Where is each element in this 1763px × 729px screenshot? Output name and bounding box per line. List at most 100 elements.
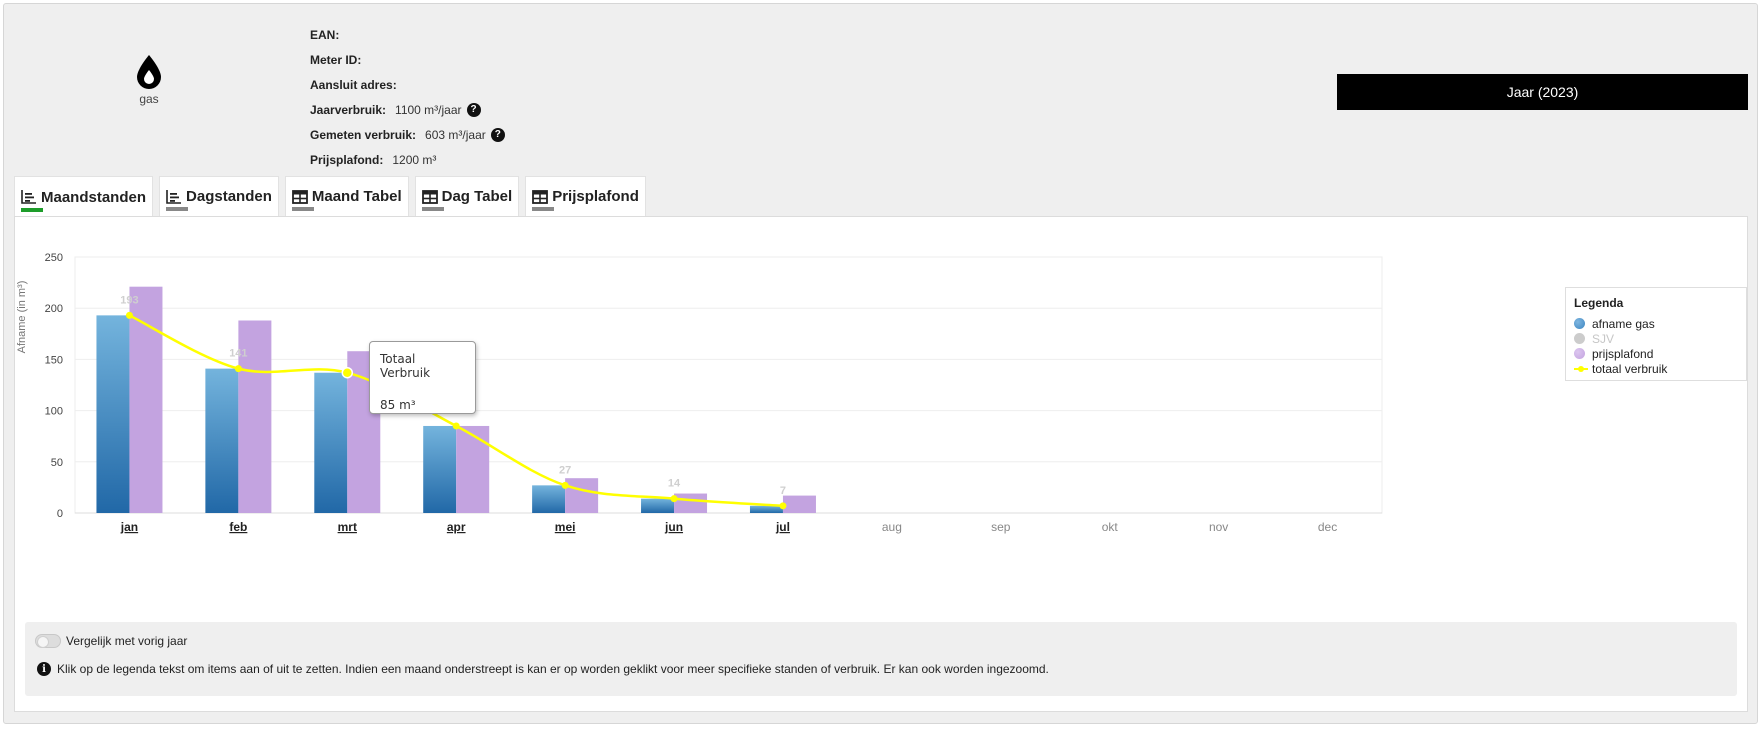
chart-legend: Legenda afname gas SJV prijsplafond totaal … xyxy=(1565,287,1747,381)
tooltip-value: 85 m³ xyxy=(380,398,416,412)
meter-field-row: Jaarverbruik: 1100 m³/jaar? xyxy=(310,97,505,122)
point-totaal-verbruik-mrt[interactable] xyxy=(341,366,354,379)
meter-field-value: 603 m³/jaar xyxy=(425,127,486,142)
tab-maandstanden[interactable]: Maandstanden xyxy=(14,176,154,217)
tab-label: Maand Tabel xyxy=(311,188,402,205)
meter-type-label: gas xyxy=(139,92,159,106)
x-tick-label-jan[interactable]: jan xyxy=(120,520,138,534)
legend-item[interactable]: totaal verbruik xyxy=(1574,361,1738,376)
table-icon xyxy=(291,189,312,204)
info-icon: i xyxy=(37,662,51,676)
bar-prijsplafond-jul[interactable] xyxy=(782,495,816,513)
bar-afname-gas-apr[interactable] xyxy=(423,425,457,513)
x-tick-label-apr[interactable]: apr xyxy=(447,520,466,534)
table-icon xyxy=(532,189,552,204)
meter-details: EAN: Meter ID: Aansluit adres: Jaarverbruik… xyxy=(310,22,505,172)
bar-chart-icon xyxy=(166,189,186,204)
compare-label: Vergelijk met vorig jaar xyxy=(66,634,188,648)
legend-item[interactable]: SJV xyxy=(1574,331,1738,346)
table-icon xyxy=(421,189,442,204)
x-tick-label-mrt[interactable]: mrt xyxy=(338,520,357,534)
x-tick-label-jun[interactable]: jun xyxy=(664,520,683,534)
chart-panel: 0 50 100 150 200 250 Afname (in m³) jan feb mrt ap… xyxy=(14,216,1748,712)
point-totaal-verbruik-jul[interactable] xyxy=(779,502,787,510)
bar-afname-gas-feb[interactable] xyxy=(205,368,239,513)
bar-prijsplafond-apr[interactable] xyxy=(456,425,490,513)
legend-title: Legenda xyxy=(1574,296,1624,310)
chart-tooltip: Totaal Verbruik 85 m³ xyxy=(369,341,476,414)
tab-label: Prijsplafond xyxy=(552,188,639,205)
point-totaal-verbruik-mei[interactable] xyxy=(561,481,569,489)
x-tick-label-dec: dec xyxy=(1318,520,1337,534)
legend-item[interactable]: afname gas xyxy=(1574,316,1738,331)
meter-field-row: EAN: xyxy=(310,22,505,47)
legend-label: SJV xyxy=(1592,331,1615,346)
data-label-jun: 14 xyxy=(668,478,681,490)
view-tabs: Maandstanden Dagstanden Maand Tabel Dag Tab… xyxy=(14,176,652,217)
legend-swatch xyxy=(1574,348,1585,359)
tab-maand-tabel[interactable]: Maand Tabel xyxy=(284,176,409,216)
tab-dagstanden[interactable]: Dagstanden xyxy=(159,176,279,216)
x-tick-label-sep: sep xyxy=(991,520,1011,534)
y-tick-label: 200 xyxy=(45,303,63,315)
y-axis-label: Afname (in m³) xyxy=(16,281,28,354)
meter-field-row: Prijsplafond: 1200 m³ xyxy=(310,147,505,172)
hint-row: i Klik op de legenda tekst om items aan … xyxy=(37,662,1049,676)
x-tick-label-okt: okt xyxy=(1102,520,1119,534)
meter-field-value: 1200 m³ xyxy=(392,152,437,167)
tab-label: Dag Tabel xyxy=(441,188,513,205)
legend-swatch xyxy=(1574,363,1588,374)
y-tick-label: 150 xyxy=(45,354,63,366)
legend-label: afname gas xyxy=(1592,316,1655,331)
compare-toggle[interactable] xyxy=(35,634,61,648)
x-tick-label-mei[interactable]: mei xyxy=(555,520,576,534)
bar-afname-gas-jun[interactable] xyxy=(641,498,675,513)
tab-label: Maandstanden xyxy=(41,188,147,206)
meter-field-row: Gemeten verbruik: 603 m³/jaar? xyxy=(310,122,505,147)
x-tick-label-aug: aug xyxy=(882,520,902,534)
help-icon[interactable]: ? xyxy=(490,127,505,142)
x-tick-label-jul[interactable]: jul xyxy=(775,520,790,534)
bar-chart-icon xyxy=(21,190,41,204)
consumption-chart[interactable]: 0 50 100 150 200 250 Afname (in m³) jan feb mrt ap… xyxy=(15,217,1749,617)
bar-afname-gas-jan[interactable] xyxy=(96,315,130,513)
data-label-feb: 141 xyxy=(229,348,247,360)
x-tick-label-feb[interactable]: feb xyxy=(229,520,247,534)
meter-field-key: Jaarverbruik: xyxy=(310,102,387,117)
bar-prijsplafond-mei[interactable] xyxy=(565,478,599,513)
help-icon[interactable]: ? xyxy=(466,102,481,117)
bar-prijsplafond-jan[interactable] xyxy=(129,286,163,513)
point-totaal-verbruik-apr[interactable] xyxy=(452,422,460,430)
legend-swatch xyxy=(1574,318,1585,329)
tab-dag-tabel[interactable]: Dag Tabel xyxy=(414,176,520,216)
legend-label: totaal verbruik xyxy=(1592,361,1668,376)
bar-afname-gas-mrt[interactable] xyxy=(314,372,348,513)
bar-afname-gas-mei[interactable] xyxy=(532,485,566,513)
legend-item[interactable]: prijsplafond xyxy=(1574,346,1738,361)
tab-prijsplafond[interactable]: Prijsplafond xyxy=(525,176,646,216)
year-select-button[interactable]: Jaar (2023) xyxy=(1337,74,1748,110)
bar-prijsplafond-feb[interactable] xyxy=(238,320,272,513)
bar-afname-gas-jul[interactable] xyxy=(749,505,783,513)
tab-indicator xyxy=(21,208,43,212)
data-label-jan: 193 xyxy=(120,294,138,306)
meter-field-key: Prijsplafond: xyxy=(310,152,384,167)
compare-row: Vergelijk met vorig jaar xyxy=(35,634,187,648)
meter-field-row: Aansluit adres: xyxy=(310,72,505,97)
tab-indicator xyxy=(291,207,314,211)
meter-field-key: EAN: xyxy=(310,27,340,42)
meter-field-row: Meter ID: xyxy=(310,47,505,72)
bar-prijsplafond-jun[interactable] xyxy=(674,493,708,513)
legend-swatch xyxy=(1574,333,1585,344)
tab-indicator xyxy=(532,207,555,211)
meter-field-key: Gemeten verbruik: xyxy=(310,127,417,142)
tab-indicator xyxy=(421,207,444,211)
point-totaal-verbruik-jun[interactable] xyxy=(670,495,678,503)
point-totaal-verbruik-feb[interactable] xyxy=(234,365,242,373)
meter-field-value: 1100 m³/jaar xyxy=(395,102,462,117)
meter-field-key: Aansluit adres: xyxy=(310,77,397,92)
tab-label: Dagstanden xyxy=(186,188,272,205)
point-totaal-verbruik-jan[interactable] xyxy=(125,311,133,319)
drop-icon xyxy=(137,55,161,89)
y-tick-label: 250 xyxy=(45,252,63,264)
